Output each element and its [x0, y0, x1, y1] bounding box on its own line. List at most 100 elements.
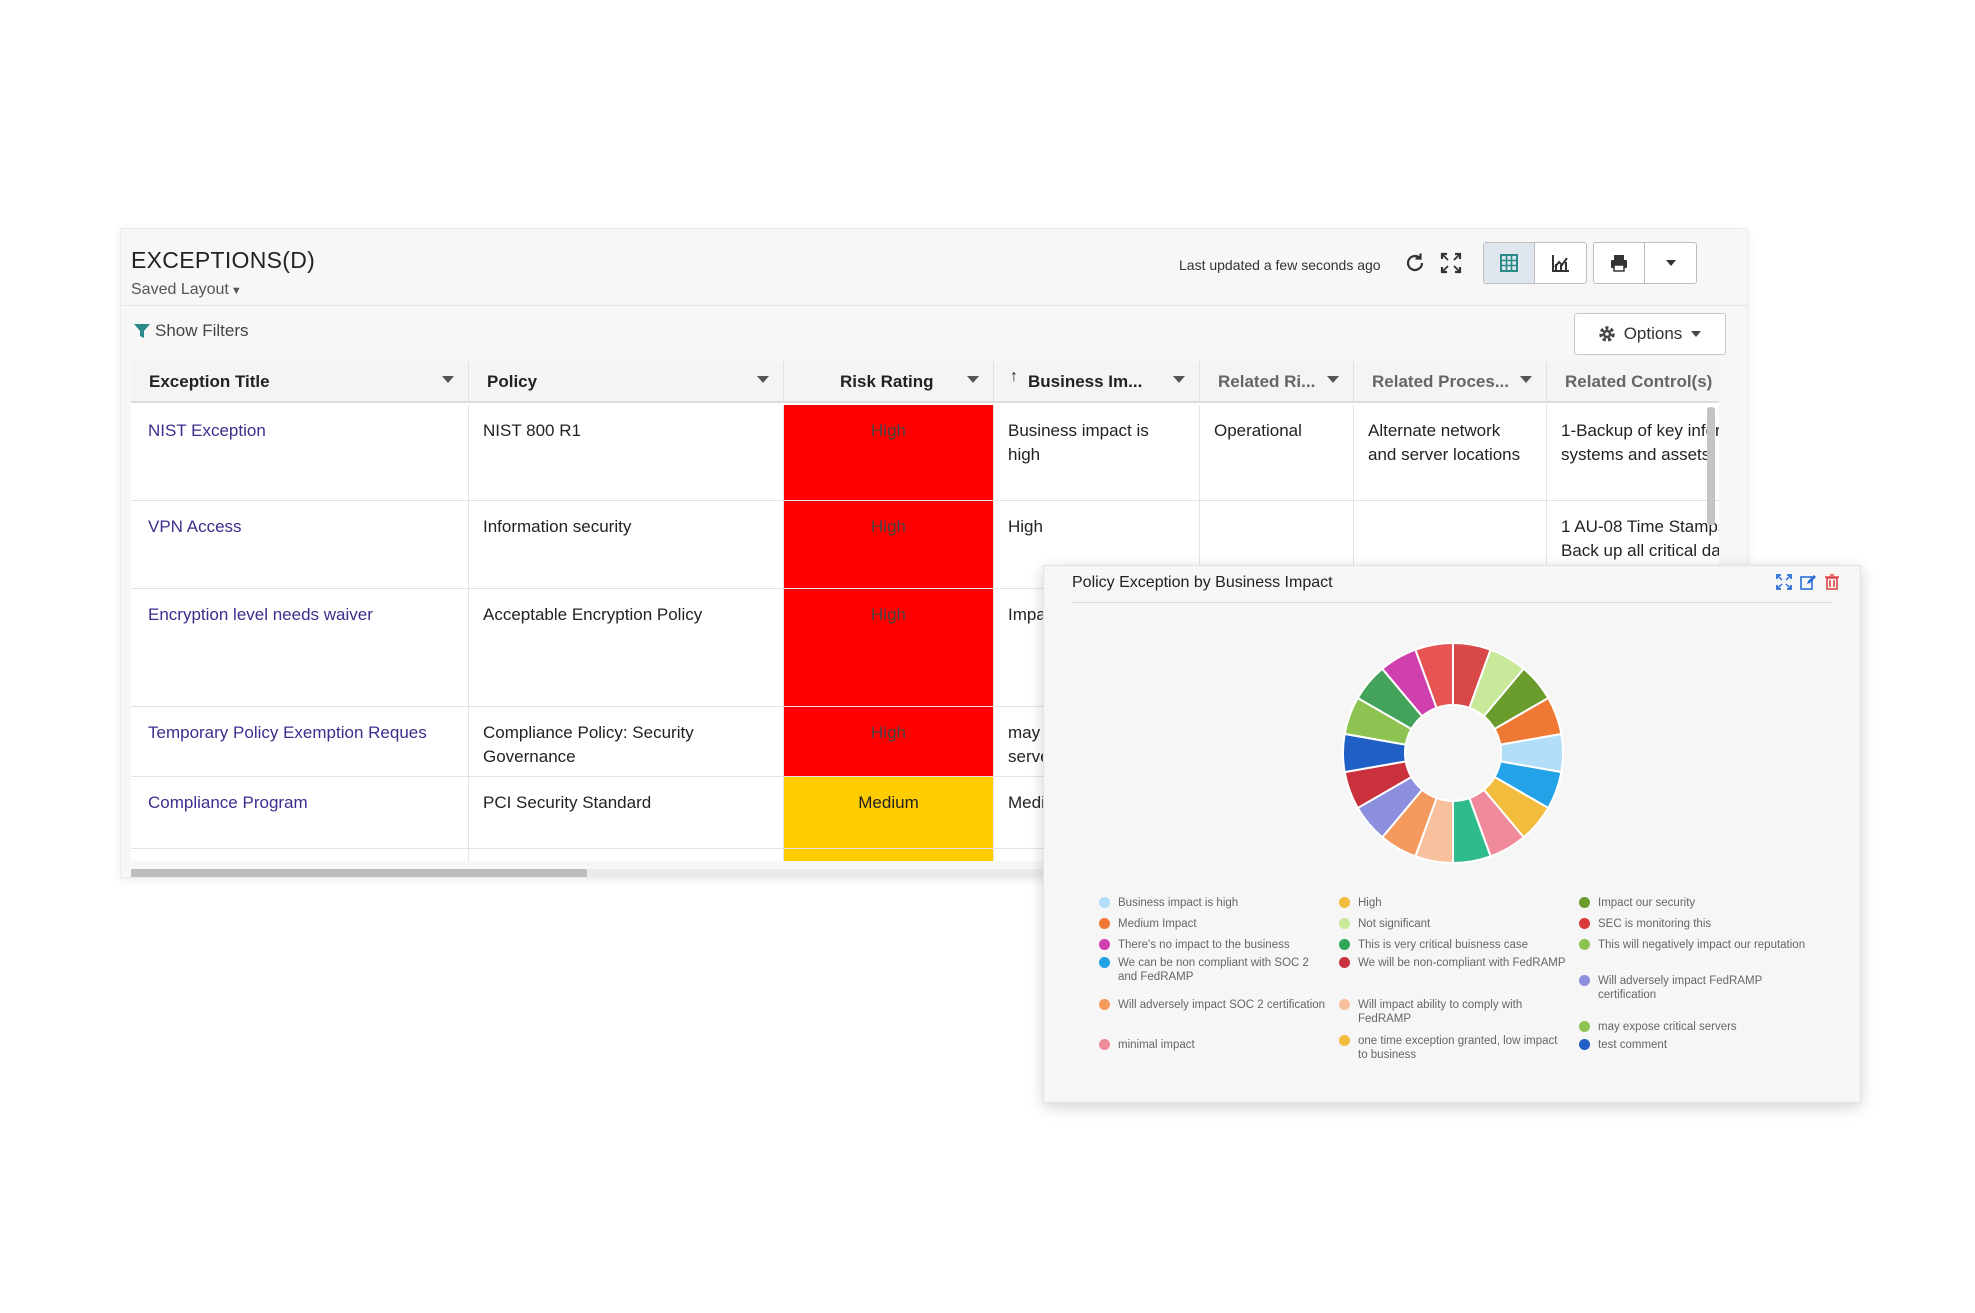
column-header-related-controls[interactable]: Related Control(s): [1547, 361, 1719, 403]
legend-item[interactable]: minimal impact: [1099, 1038, 1329, 1052]
chart-view-button[interactable]: [1535, 243, 1586, 283]
table-row[interactable]: NIST Exception NIST 800 R1 High Business…: [131, 405, 1719, 501]
legend-swatch: [1579, 918, 1590, 929]
legend-item[interactable]: Will impact ability to comply with FedRA…: [1339, 998, 1569, 1026]
legend-item[interactable]: Impact our security: [1579, 896, 1809, 910]
legend-item[interactable]: Medium Impact: [1099, 917, 1329, 931]
caret-down-icon[interactable]: [1520, 376, 1532, 383]
filter-icon: [134, 324, 150, 338]
legend-item[interactable]: We can be non compliant with SOC 2 and F…: [1099, 956, 1329, 984]
refresh-icon[interactable]: [1403, 251, 1427, 275]
print-dropdown-toggle[interactable]: [1645, 243, 1696, 283]
exception-title-link[interactable]: Encryption level needs waiver: [131, 589, 469, 706]
last-updated-text: Last updated a few seconds ago: [1179, 257, 1381, 273]
legend-label: Will adversely impact SOC 2 certificatio…: [1118, 999, 1326, 1011]
legend-item[interactable]: This is very critical buisness case: [1339, 938, 1569, 952]
legend-item[interactable]: SEC is monitoring this: [1579, 917, 1809, 931]
risk-rating-cell: High: [784, 501, 994, 588]
caret-down-icon: [1665, 260, 1676, 266]
legend-item[interactable]: Not significant: [1339, 917, 1569, 931]
legend-swatch: [1339, 957, 1350, 968]
table-cell: [469, 849, 784, 861]
column-header-risk-rating[interactable]: Risk Rating: [784, 361, 994, 403]
donut-chart: [1342, 641, 1564, 865]
column-header-business-impact[interactable]: ↑ Business Im...: [994, 361, 1200, 403]
exception-title-link[interactable]: Temporary Policy Exemption Reques: [131, 707, 469, 776]
legend-label: test comment: [1598, 1039, 1668, 1051]
legend-item[interactable]: may expose critical servers: [1579, 1020, 1809, 1034]
widget-divider: [1072, 602, 1832, 603]
legend-swatch: [1099, 939, 1110, 950]
legend-item[interactable]: test comment: [1579, 1038, 1809, 1052]
legend-label: SEC is monitoring this: [1598, 918, 1712, 930]
legend-item[interactable]: Will adversely impact SOC 2 certificatio…: [1099, 998, 1329, 1012]
sort-ascending-icon[interactable]: ↑: [1010, 368, 1018, 385]
trash-icon[interactable]: [1823, 573, 1841, 591]
legend-swatch: [1339, 999, 1350, 1010]
caret-down-icon: [1691, 331, 1702, 337]
edit-icon[interactable]: [1799, 573, 1817, 591]
related-process-cell: Alternate network and server locations: [1354, 405, 1547, 500]
legend-item[interactable]: There's no impact to the business: [1099, 938, 1329, 952]
view-toggle-group: [1483, 242, 1587, 284]
grid-view-button[interactable]: [1484, 243, 1535, 283]
related-controls-text: 1-Backup of key information systems and …: [1561, 421, 1719, 464]
options-button[interactable]: Options: [1574, 313, 1726, 355]
exception-title-link[interactable]: VPN Access: [131, 501, 469, 588]
legend-label: We will be non-compliant with FedRAMP: [1358, 957, 1566, 969]
column-label: Policy: [487, 372, 538, 391]
legend-label: This is very critical buisness case: [1358, 939, 1528, 951]
risk-rating-cell: Medium: [784, 777, 994, 848]
horizontal-scrollbar[interactable]: [131, 869, 1719, 877]
printer-icon: [1611, 255, 1627, 272]
caret-down-icon[interactable]: [1327, 376, 1339, 383]
legend-swatch: [1579, 897, 1590, 908]
show-filters-button[interactable]: Show Filters: [133, 321, 249, 341]
print-button[interactable]: [1594, 243, 1645, 283]
legend-label: may expose critical servers: [1598, 1021, 1737, 1033]
legend-label: one time exception granted, low impact t…: [1358, 1035, 1558, 1061]
legend-swatch: [1579, 939, 1590, 950]
options-label: Options: [1623, 324, 1683, 343]
legend-label: Will adversely impact FedRAMP certificat…: [1598, 975, 1763, 1001]
caret-down-icon[interactable]: [442, 376, 454, 383]
grid-icon: [1500, 254, 1518, 272]
fullscreen-icon[interactable]: [1439, 251, 1463, 275]
caret-down-icon[interactable]: [1173, 376, 1185, 383]
horizontal-scrollbar-thumb[interactable]: [131, 869, 587, 877]
risk-rating-cell: High: [784, 589, 994, 706]
related-risk-cell: [1200, 501, 1354, 588]
legend-label: Will impact ability to comply with FedRA…: [1358, 999, 1523, 1025]
legend-swatch: [1099, 897, 1110, 908]
line-chart-icon: [1551, 255, 1569, 272]
column-header-exception-title[interactable]: Exception Title: [131, 361, 469, 403]
column-header-related-risk[interactable]: Related Ri...: [1200, 361, 1354, 403]
column-header-policy[interactable]: Policy: [469, 361, 784, 403]
legend-item[interactable]: Business impact is high: [1099, 896, 1329, 910]
vertical-scrollbar[interactable]: [1707, 407, 1715, 525]
related-risk-cell: Operational: [1200, 405, 1354, 500]
column-label: Related Control(s): [1565, 372, 1713, 391]
risk-rating-cell: High: [784, 707, 994, 776]
column-header-related-process[interactable]: Related Proces...: [1354, 361, 1547, 403]
exception-title-link[interactable]: NIST Exception: [131, 405, 469, 500]
caret-down-icon[interactable]: [967, 376, 979, 383]
legend-item[interactable]: one time exception granted, low impact t…: [1339, 1034, 1569, 1062]
legend-item[interactable]: High: [1339, 896, 1569, 910]
widget-title: Policy Exception by Business Impact: [1072, 574, 1333, 591]
legend-swatch: [1099, 1039, 1110, 1050]
legend-label: This will negatively impact our reputati…: [1598, 939, 1806, 951]
fullscreen-icon[interactable]: [1775, 573, 1793, 591]
policy-cell: PCI Security Standard: [469, 777, 784, 848]
saved-layout-dropdown[interactable]: Saved Layout ▼: [131, 281, 242, 299]
legend-item[interactable]: Will adversely impact FedRAMP certificat…: [1579, 974, 1809, 1002]
donut-slice[interactable]: [1493, 696, 1563, 746]
legend-swatch: [1099, 999, 1110, 1010]
legend-item[interactable]: This will negatively impact our reputati…: [1579, 938, 1809, 952]
caret-down-icon[interactable]: [757, 376, 769, 383]
related-process-cell: [1354, 501, 1547, 588]
legend-swatch: [1099, 957, 1110, 968]
exception-title-link[interactable]: Compliance Program: [131, 777, 469, 848]
legend-item[interactable]: We will be non-compliant with FedRAMP: [1339, 956, 1569, 970]
legend-swatch: [1579, 975, 1590, 986]
